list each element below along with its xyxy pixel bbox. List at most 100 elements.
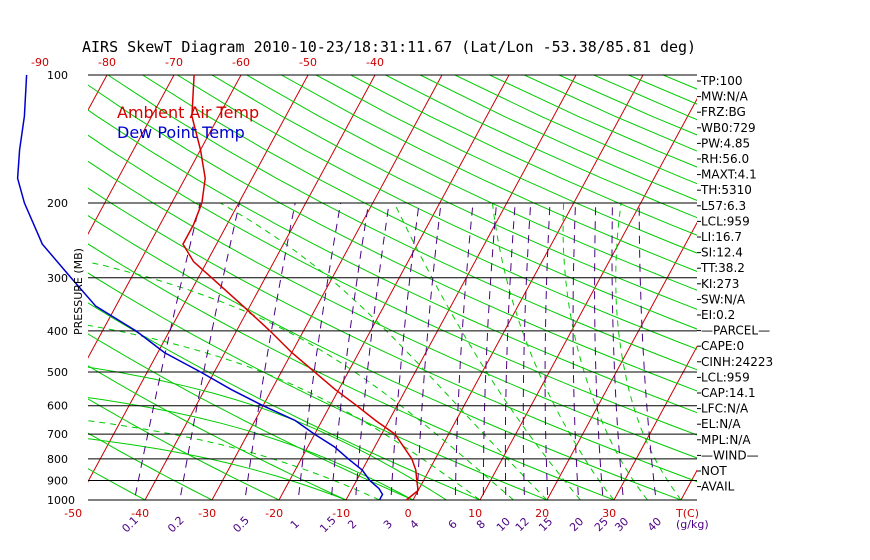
bottom-tick-label: -10 — [332, 507, 350, 520]
mixing-ratio-line — [522, 202, 532, 500]
mixing-ratio-line — [482, 202, 497, 500]
isotherm-line — [88, 75, 242, 359]
index-value: WB0:729 — [701, 121, 756, 135]
bottom-tick-label: -40 — [131, 507, 149, 520]
index-value: —WIND— — [701, 448, 759, 462]
index-value: AVAIL — [701, 480, 735, 494]
mixing-ratio-line — [133, 202, 201, 500]
index-value: EI:0.2 — [701, 308, 735, 322]
index-value: CAPE:0 — [701, 339, 744, 353]
index-value: LCL:959 — [701, 370, 750, 384]
pressure-gridlines: 100 200 300 400 500 600 700 800 900 1000 — [47, 69, 697, 507]
index-value: LFC:N/A — [701, 402, 749, 416]
index-value: RH:56.0 — [701, 152, 749, 166]
index-value: SW:N/A — [701, 292, 746, 306]
chart-title: AIRS SkewT Diagram 2010-10-23/18:31:11.6… — [82, 38, 696, 56]
y-tick-label: 1000 — [47, 494, 75, 507]
mixing-ratio-line — [179, 202, 240, 500]
moist-adiabat — [88, 324, 481, 500]
y-tick-label: 600 — [47, 400, 68, 413]
dry-adiabat — [88, 134, 697, 436]
y-tick-label: 700 — [47, 428, 68, 441]
dry-adiabat — [281, 75, 697, 272]
mixing-ratio-tick-label: 40 — [645, 515, 664, 534]
index-value: KI:273 — [701, 277, 739, 291]
y-tick-label: 800 — [47, 453, 68, 466]
top-tick-label: -40 — [366, 56, 384, 69]
index-value: EL:N/A — [701, 417, 741, 431]
top-tick-label: -80 — [98, 56, 116, 69]
bottom-tick-label: -30 — [198, 507, 216, 520]
dry-adiabat — [246, 75, 697, 291]
mixing-ratio-tick-label: 20 — [567, 515, 586, 534]
mixing-ratio-lines — [133, 202, 657, 500]
bottom-tick-label: -20 — [265, 507, 283, 520]
mixing-ratio-line — [572, 202, 580, 500]
dry-adiabat — [88, 187, 697, 483]
moist-adiabat — [562, 202, 648, 500]
mixing-ratio-tick-label: 0.2 — [165, 514, 187, 536]
legend-air-temp: Ambient Air Temp — [117, 103, 259, 122]
dry-adiabat — [88, 243, 616, 500]
index-value: TT:38.2 — [700, 261, 745, 275]
isotherm-line — [88, 75, 175, 235]
y-tick-label: 200 — [47, 197, 68, 210]
mixing-ratio-tick-label: 2 — [345, 517, 359, 531]
moist-adiabat — [88, 420, 380, 500]
legend-dew-point: Dew Point Temp — [117, 123, 245, 142]
dry-adiabat — [88, 160, 697, 459]
dry-adiabat — [88, 215, 683, 500]
index-value: TP:100 — [700, 74, 743, 88]
mixing-ratio-line — [416, 202, 442, 500]
index-value: LCL:959 — [701, 214, 750, 228]
isotherm-line — [278, 75, 510, 500]
index-value: SI:12.4 — [701, 246, 743, 260]
index-value: LI:16.7 — [701, 230, 742, 244]
index-value: TH:5310 — [700, 183, 752, 197]
index-value: L57:6.3 — [701, 199, 746, 213]
isotherm-line — [743, 75, 870, 509]
y-tick-label: 500 — [47, 366, 68, 379]
isotherm-line — [88, 75, 309, 483]
dry-adiabat — [88, 302, 482, 500]
index-value: —PARCEL— — [701, 324, 770, 338]
index-value: NOT — [701, 464, 727, 478]
dry-adiabat — [142, 75, 697, 350]
dry-adiabat — [177, 75, 697, 330]
mixing-ratio-tick-label: 6 — [446, 517, 460, 531]
bottom-tick-label: 10 — [468, 507, 482, 520]
sounding-series — [16, 74, 419, 501]
bottom-tick-label: -50 — [64, 507, 82, 520]
y-tick-label: 100 — [47, 69, 68, 82]
mixing-ratio-tick-label: 4 — [407, 517, 421, 531]
isotherm-line — [0, 75, 40, 509]
mixing-ratio-tick-label: 12 — [513, 515, 532, 534]
dry-adiabat — [315, 75, 697, 254]
bottom-tick-label: 30 — [602, 507, 616, 520]
index-value: MPL:N/A — [701, 433, 751, 447]
y-axis-label: PRESSURE (MB) — [72, 248, 85, 335]
bottom-tick-label: 20 — [535, 507, 549, 520]
moist-adiabat — [393, 202, 581, 500]
dry-adiabat — [107, 75, 697, 371]
mixing-ratio-line — [504, 202, 516, 500]
isotherm-line — [479, 97, 697, 500]
dry-adiabat — [88, 468, 147, 500]
index-value: PW:4.85 — [701, 136, 750, 150]
legend: Ambient Air Temp Dew Point Temp — [117, 103, 259, 142]
dry-adiabat — [88, 84, 697, 392]
moist-adiabat — [615, 202, 682, 500]
mixing-ratio-tick-label: 10 — [494, 515, 513, 534]
dry-adiabat — [211, 75, 697, 310]
top-tick-label: -70 — [165, 56, 183, 69]
mixing-unit-label: (g/kg) — [676, 518, 709, 531]
index-value: MW:N/A — [701, 90, 749, 104]
dry-adiabat — [88, 432, 214, 500]
mixing-ratio-tick-label: 1 — [288, 517, 302, 531]
index-value: CAP:14.1 — [701, 386, 756, 400]
dry-adiabat — [88, 398, 281, 500]
index-value: FRZ:BG — [701, 105, 746, 119]
y-tick-label: 900 — [47, 475, 68, 488]
